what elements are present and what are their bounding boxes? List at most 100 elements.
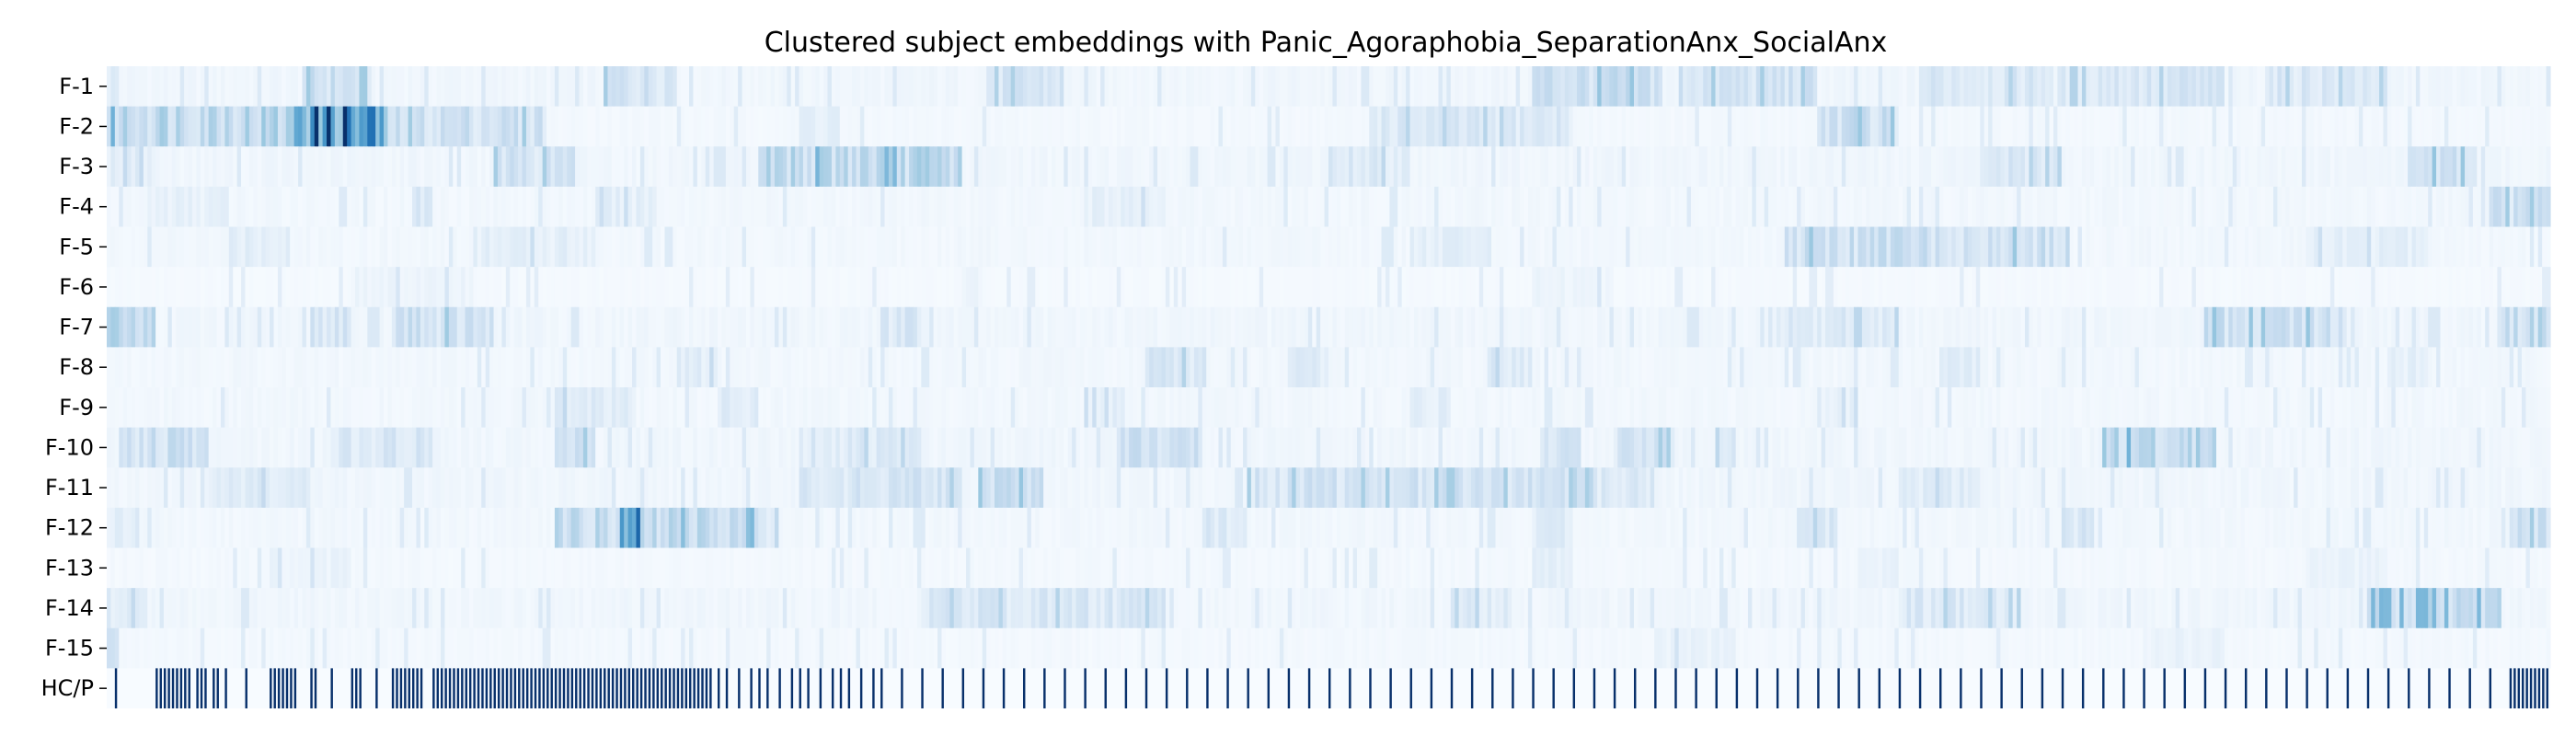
heatmap-cell: [880, 267, 886, 308]
heatmap-cell: [554, 267, 559, 308]
heatmap-cell: [1393, 306, 1398, 348]
heatmap-cell: [750, 106, 755, 147]
heatmap-cell: [1560, 66, 1566, 108]
heatmap-cell: [2383, 267, 2388, 308]
heatmap-cell: [2411, 146, 2417, 188]
heatmap-cell: [1569, 186, 1574, 227]
heatmap-cell: [1397, 267, 1403, 308]
heatmap-cell: [510, 146, 515, 188]
heatmap-cell: [1524, 66, 1529, 108]
heatmap-cell: [1654, 306, 1660, 348]
heatmap-cell: [2452, 106, 2457, 147]
heatmap-cell: [1043, 306, 1049, 348]
heatmap-cell: [2468, 66, 2474, 108]
heatmap-cell: [2260, 226, 2266, 268]
heatmap-cell: [745, 186, 752, 227]
heatmap-cell: [1169, 146, 1175, 188]
heatmap-cell: [2301, 306, 2306, 348]
heatmap-cell: [147, 186, 153, 227]
heatmap-cell: [1972, 267, 1977, 308]
heatmap-cell: [1915, 106, 1920, 147]
heatmap-cell: [468, 106, 474, 147]
heatmap-cell: [1866, 146, 1871, 188]
heatmap-cell: [1670, 186, 1675, 227]
heatmap-cell: [2440, 267, 2445, 308]
heatmap-cell: [1935, 306, 1940, 348]
heatmap-cell: [696, 186, 702, 227]
heatmap-cell: [802, 347, 808, 388]
heatmap-cell: [1674, 146, 1680, 188]
heatmap-cell: [2220, 306, 2225, 348]
heatmap-cell: [1030, 306, 1036, 348]
heatmap-cell: [1055, 106, 1061, 147]
heatmap-cell: [2041, 267, 2046, 308]
heatmap-cell: [2265, 66, 2271, 108]
heatmap-cell: [1190, 267, 1195, 308]
heatmap-cell: [1711, 267, 1717, 308]
heatmap-cell: [1601, 306, 1606, 348]
heatmap-cell: [986, 267, 992, 308]
heatmap-cell: [2472, 146, 2478, 188]
heatmap-cell: [2122, 267, 2128, 308]
heatmap-cell: [1797, 267, 1802, 308]
heatmap-cell: [2077, 226, 2083, 268]
heatmap-cell: [139, 226, 144, 268]
heatmap-cell: [1577, 226, 1582, 268]
heatmap-cell: [147, 226, 153, 268]
heatmap-cell: [709, 186, 715, 227]
heatmap-cell: [542, 387, 547, 429]
heatmap-cell: [2306, 186, 2311, 227]
heatmap-cell: [2228, 226, 2234, 268]
heatmap-cell: [2448, 306, 2454, 348]
heatmap-cell: [2509, 347, 2514, 388]
heatmap-cell: [396, 106, 401, 147]
heatmap-cell: [852, 306, 857, 348]
heatmap-cell: [847, 186, 853, 227]
heatmap-cell: [986, 226, 992, 268]
heatmap-cell: [379, 306, 385, 348]
heatmap-cell: [432, 347, 438, 388]
heatmap-cell: [1695, 66, 1700, 108]
heatmap-cell: [570, 146, 576, 188]
heatmap-cell: [1747, 267, 1753, 308]
heatmap-cell: [1446, 146, 1452, 188]
heatmap-cell: [2081, 106, 2087, 147]
heatmap-cell: [1336, 106, 1341, 147]
heatmap-cell: [1491, 306, 1497, 348]
heatmap-cell: [782, 146, 788, 188]
heatmap-cell: [945, 267, 950, 308]
heatmap-cell: [2138, 226, 2144, 268]
heatmap-cell: [436, 267, 442, 308]
heatmap-cell: [546, 66, 552, 108]
heatmap-cell: [1144, 106, 1150, 147]
heatmap-cell: [624, 226, 629, 268]
heatmap-cell: [318, 306, 324, 348]
heatmap-cell: [1886, 106, 1892, 147]
heatmap-cell: [298, 146, 304, 188]
heatmap-cell: [562, 306, 568, 348]
heatmap-cell: [1650, 186, 1655, 227]
heatmap-cell: [2252, 66, 2258, 108]
heatmap-cell: [282, 226, 287, 268]
heatmap-cell: [290, 106, 295, 147]
heatmap-cell: [921, 66, 926, 108]
heatmap-cell: [1809, 347, 1814, 388]
heatmap-cell: [864, 146, 869, 188]
heatmap-cell: [1430, 226, 1435, 268]
heatmap-cell: [1426, 267, 1432, 308]
heatmap-cell: [2224, 66, 2229, 108]
heatmap-cell: [428, 267, 433, 308]
heatmap-cell: [220, 306, 225, 348]
heatmap-cell: [371, 306, 376, 348]
heatmap-cell: [1711, 226, 1717, 268]
heatmap-cell: [375, 226, 381, 268]
heatmap-cell: [1617, 66, 1623, 108]
heatmap-cell: [399, 186, 405, 227]
heatmap-cell: [1507, 347, 1512, 388]
heatmap-cell: [510, 306, 515, 348]
heatmap-cell: [1389, 66, 1395, 108]
heatmap-cell: [925, 347, 930, 388]
heatmap-cell: [986, 186, 992, 227]
heatmap-cell: [1613, 66, 1618, 108]
heatmap-cell: [1450, 146, 1455, 188]
